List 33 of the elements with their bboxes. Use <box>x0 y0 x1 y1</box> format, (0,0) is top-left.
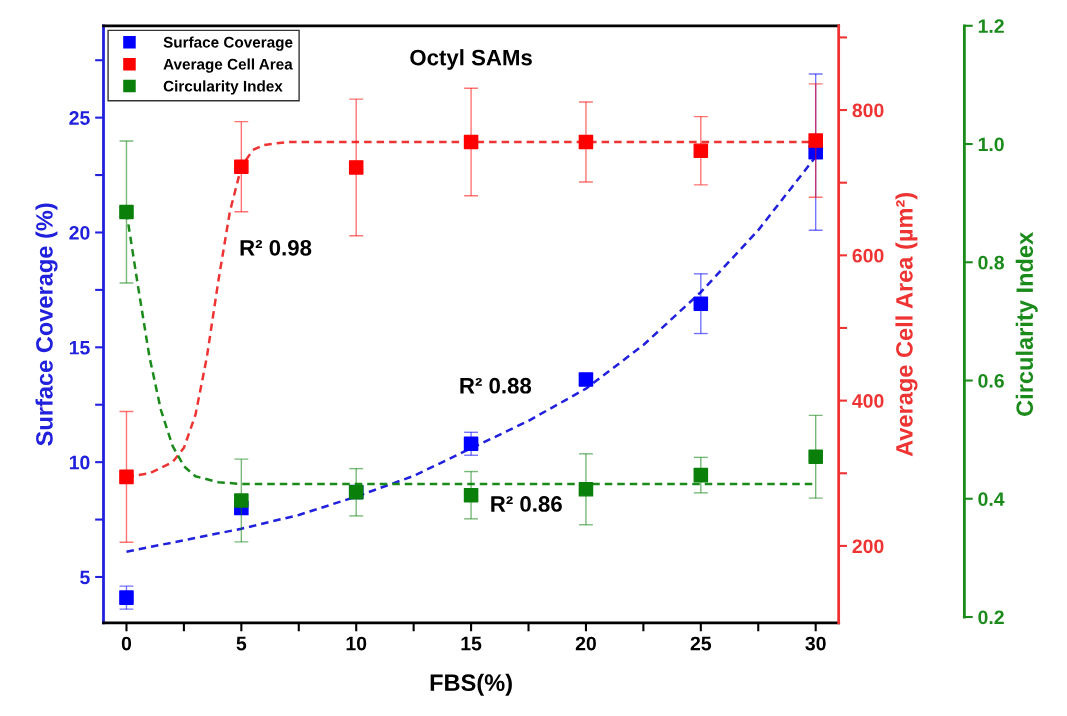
x-tick-label: 20 <box>575 636 596 651</box>
y3-tick-label: 0.6 <box>978 373 1004 388</box>
annotation: R² 0.88 <box>460 377 532 394</box>
x-tick-label: 0 <box>121 636 132 651</box>
y3-tick-label: 1.0 <box>978 137 1004 152</box>
y2-tick-label: 200 <box>852 539 884 554</box>
y-tick-label: 5 <box>80 570 90 585</box>
y2-axis-title: Average Cell Area (µm²) <box>895 192 918 457</box>
x-tick-label: 10 <box>346 636 367 651</box>
y3-tick-label: 0.2 <box>978 610 1004 625</box>
y-axis-title: Surface Coverage (%) <box>35 203 58 446</box>
y-tick-label: 20 <box>69 225 90 240</box>
y-tick-label: 10 <box>69 455 90 470</box>
text: Octyl SAMs <box>410 49 532 70</box>
y2-tick-label: 600 <box>852 248 884 263</box>
y3-axis-title: Circularity Index <box>1015 232 1038 416</box>
y3-tick-label: 0.4 <box>978 492 1005 506</box>
x-tick-label: 15 <box>461 636 482 651</box>
legend-label: Surface Coverage <box>163 36 293 51</box>
y2-tick-label: 400 <box>852 394 884 408</box>
y3-tick-label: 0.8 <box>978 255 1004 270</box>
x-tick-label: 25 <box>690 636 712 651</box>
y2-tick-label: 800 <box>852 103 884 118</box>
y-tick-label: 15 <box>69 340 90 355</box>
annotation: R² 0.86 <box>491 496 562 512</box>
x-tick-label: 5 <box>236 636 247 651</box>
x-axis-title: FBS(%) <box>430 673 512 696</box>
x-tick-label: 30 <box>805 636 826 651</box>
legend-label: Circularity Index <box>163 80 283 95</box>
y-tick-label: 25 <box>69 111 90 125</box>
y3-tick-label: 1.2 <box>978 19 1004 33</box>
annotation: R² 0.98 <box>240 239 312 256</box>
legend-label: Average Cell Area <box>163 58 293 73</box>
